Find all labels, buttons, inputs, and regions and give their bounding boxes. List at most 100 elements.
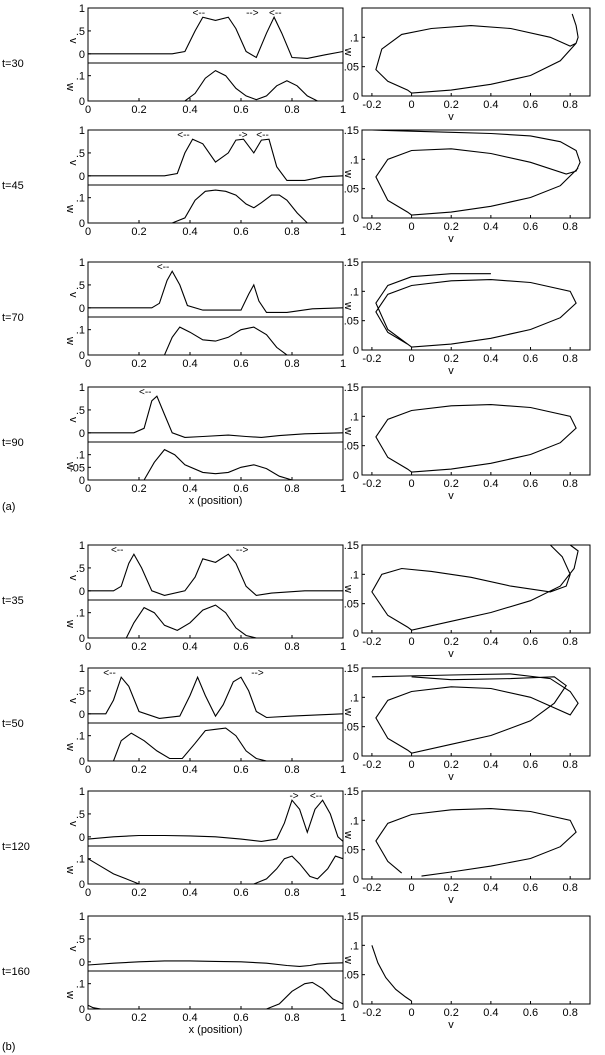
- row-b-0-phase-xlabel: v: [448, 648, 454, 660]
- row-b-2-w-xtick-label-1: 0.2: [131, 887, 146, 899]
- row-a-2-v-series-line-0: [88, 270, 344, 313]
- row-a-0-phase-xlabel: v: [448, 111, 454, 123]
- row-a-2-phase-xtick-label-0: -0.2: [362, 353, 381, 365]
- row-b-0-v-ytick-label-2: 1: [79, 540, 85, 552]
- row-a-2-phase-series-line-0: [375, 273, 577, 348]
- row-b-0-w-xtick-label-0: 0: [85, 641, 91, 653]
- row-b-0-w-xtick-label-1: 0.2: [131, 641, 146, 653]
- row-a-1-w-axis-label: w: [64, 204, 76, 213]
- row-b-2-v-annotation-0: ->: [289, 791, 298, 802]
- row-b-0-phase-ytick-label-2: .1: [350, 569, 359, 581]
- row-a-3-phase-ytick-label-0: 0: [353, 470, 359, 482]
- row-b-3-w-series-line-0: [87, 981, 344, 1010]
- row-a-0-time-label: t=30: [2, 58, 24, 70]
- row-a-2-phase-xtick-label-2: 0.2: [444, 353, 459, 365]
- row-b-1-v-ytick-label-0: 0: [79, 709, 85, 721]
- row-a-1-v-axis-label: v: [67, 160, 79, 166]
- row-b-3-position-xlabel: x (position): [189, 1024, 243, 1036]
- row-a-3-position-xlabel: x (position): [189, 495, 243, 507]
- row-b-2-v-ytick-label-2: 1: [79, 786, 85, 798]
- row-a-3-w-axis-label: w: [64, 461, 76, 470]
- row-b-3-phase-ytick-label-0: 0: [353, 999, 359, 1011]
- row-a-2-w-ytick-label-1: .1: [76, 325, 85, 337]
- row-a-3-phase-xlabel: v: [448, 490, 454, 502]
- row-a-3-w-xtick-label-0: 0: [85, 483, 91, 495]
- row-b-0-w-series-line-0: [88, 604, 343, 639]
- row-a-2-w-ytick-label-0: 0: [79, 350, 85, 362]
- row-a-3-phase-xtick-label-1: 0: [409, 478, 415, 490]
- row-a-1-phase-frame: [361, 129, 591, 219]
- row-a-1-phase-ytick-label-2: .1: [350, 154, 359, 166]
- row-b-2-w-xtick-label-5: 1: [340, 887, 346, 899]
- row-a-3-phase-xtick-label-3: 0.4: [483, 478, 498, 490]
- row-a-2-w-xtick-label-4: 0.8: [284, 358, 299, 370]
- row-b-3-w-ytick-label-1: .1: [76, 979, 85, 991]
- row-a-2-phase-ytick-label-2: .1: [350, 286, 359, 298]
- row-b-3-w-xtick-label-5: 1: [340, 1012, 346, 1024]
- row-a-2-phase-xtick-label-5: 0.8: [563, 353, 578, 365]
- row-b-0-phase-series-line-0: [371, 544, 579, 631]
- panel-a-label: (a): [2, 501, 15, 513]
- row-a-2-v-ytick-label-1: .5: [76, 280, 85, 292]
- row-b-1-phase-xtick-label-0: -0.2: [362, 759, 381, 771]
- row-b-1-phase-ylabel: w: [342, 707, 354, 716]
- row-a-1-phase-xtick-label-2: 0.2: [444, 221, 459, 233]
- row-a-0-phase-frame: [361, 7, 591, 97]
- row-a-0-phase-xtick-label-2: 0.2: [444, 99, 459, 111]
- row-a-0-phase-ylabel: w: [342, 47, 354, 56]
- row-b-0-w-xtick-label-5: 1: [340, 641, 346, 653]
- row-b-2-v-annotation-1: <--: [310, 791, 323, 802]
- row-a-0-phase-ytick-label-2: .1: [350, 32, 359, 44]
- row-b-1-phase-xtick-label-1: 0: [409, 759, 415, 771]
- row-a-0-w-xtick-label-1: 0.2: [131, 104, 146, 116]
- row-b-3-v-series-line-0: [87, 960, 344, 967]
- row-b-1-v-annotation-1: -->: [251, 668, 264, 679]
- row-a-1-w-xtick-label-4: 0.8: [284, 226, 299, 238]
- row-a-0-v-ytick-label-0: 0: [79, 49, 85, 61]
- row-a-3-phase-ytick-label-3: .15: [344, 382, 359, 394]
- row-a-0-phase-xtick-label-1: 0: [409, 99, 415, 111]
- row-a-2-phase-xtick-label-4: 0.6: [523, 353, 538, 365]
- row-a-0-w-axis-label: w: [64, 82, 76, 91]
- row-a-2-phase-ytick-label-0: 0: [353, 345, 359, 357]
- row-a-1-w-xtick-label-2: 0.4: [182, 226, 197, 238]
- row-a-1-v-ytick-label-2: 1: [79, 125, 85, 137]
- row-b-0-phase-ytick-label-3: .15: [344, 540, 359, 552]
- row-b-0-phase-ytick-label-0: 0: [353, 628, 359, 640]
- row-b-1-phase-ytick-label-0: 0: [353, 751, 359, 763]
- row-b-2-w-xtick-label-0: 0: [85, 887, 91, 899]
- row-a-1-v-annotation-2: <--: [256, 130, 269, 141]
- row-b-2-time-label: t=120: [2, 841, 30, 853]
- row-b-0-v-axis-label: v: [67, 575, 79, 581]
- row-b-1-v-axis-label: v: [67, 698, 79, 704]
- row-a-3-time-label: t=90: [2, 437, 24, 449]
- row-a-3-phase-xtick-label-4: 0.6: [523, 478, 538, 490]
- row-a-0-v-annotation-1: -->: [246, 8, 259, 19]
- row-a-2-w-series-line-0: [88, 326, 343, 356]
- row-b-3-v-axis-label: v: [67, 946, 79, 952]
- row-a-1-w-ytick-label-0: 0: [79, 218, 85, 230]
- row-a-3-v-ytick-label-0: 0: [79, 428, 85, 440]
- row-b-0-w-ytick-label-1: .1: [76, 608, 85, 620]
- row-b-0-phase-xtick-label-0: -0.2: [362, 636, 381, 648]
- row-a-3-w-ytick-label-0: 0: [79, 475, 85, 487]
- row-b-1-v-series-line-0: [88, 675, 344, 719]
- row-b-1-phase-frame: [361, 667, 591, 757]
- row-b-3-phase-frame: [361, 915, 591, 1005]
- row-a-3-w-xtick-label-5: 1: [340, 483, 346, 495]
- row-a-1-phase-xtick-label-5: 0.8: [563, 221, 578, 233]
- row-b-0-phase-xtick-label-3: 0.4: [483, 636, 498, 648]
- row-a-2-w-axis-label: w: [64, 336, 76, 345]
- row-a-3-phase-xtick-label-0: -0.2: [362, 478, 381, 490]
- row-b-3-phase-ylabel: w: [342, 955, 354, 964]
- row-a-0-v-ytick-label-1: .5: [76, 26, 85, 38]
- row-a-3-w-xtick-label-3: 0.6: [233, 483, 248, 495]
- row-b-3-phase-series-line-0: [371, 945, 412, 1002]
- row-b-2-v-axis-label: v: [67, 821, 79, 827]
- row-a-1-time-label: t=45: [2, 180, 24, 192]
- row-a-0-v-axis-label: v: [67, 38, 79, 44]
